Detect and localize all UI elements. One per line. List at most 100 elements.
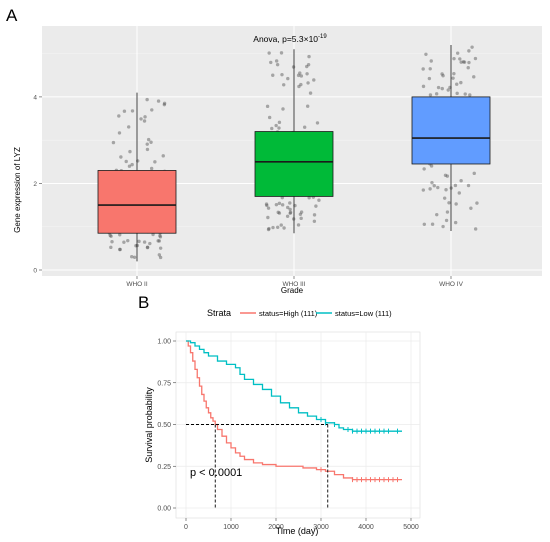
panel-a-data-point [280, 72, 284, 77]
panel-b-y-ticks: 0.00 0.25 0.50 0.75 1.00 [157, 339, 176, 513]
panel-a-data-point [452, 56, 456, 61]
panel-a-data-point [454, 202, 458, 206]
panel-a-data-point [157, 253, 162, 257]
panel-b-x-tick-label: 4000 [358, 524, 374, 531]
panel-a-data-point [314, 204, 318, 208]
panel-a-data-point [277, 211, 282, 215]
panel-a-y-tick-label: 2 [33, 181, 37, 188]
panel-b-x-tick-label: 0 [184, 524, 188, 531]
panel-b-x-tick-label: 2000 [268, 524, 284, 531]
panel-a-data-point [286, 205, 290, 210]
panel-a-data-point [305, 104, 310, 108]
panel-a-data-point [275, 225, 280, 229]
panel-a-data-point [440, 86, 444, 91]
panel-b-legend: Strata status=High (111) status=Low (111… [207, 308, 392, 318]
panel-a-data-point [467, 49, 471, 53]
panel-a-data-point [288, 201, 292, 205]
panel-a-data-point [130, 254, 134, 259]
panel-b-y-tick-label: 0.25 [157, 464, 171, 471]
panel-a-data-point [457, 191, 461, 195]
panel-b-x-tick-label: 3000 [313, 524, 329, 531]
panel-a-data-point [274, 123, 278, 128]
panel-a-data-point [145, 97, 149, 102]
panel-a-data-point [282, 83, 286, 87]
panel-a-data-point [461, 60, 466, 64]
panel-a-data-point [145, 142, 149, 146]
panel-b-y-tick-label: 0.50 [157, 422, 171, 429]
panel-a-data-point [281, 107, 285, 111]
panel-a-data-point [132, 255, 137, 259]
panel-b-legend-low-label: status=Low (111) [335, 309, 392, 318]
panel-a-data-point [162, 102, 167, 107]
panel-b-y-tick-label: 0.75 [157, 380, 171, 387]
panel-a-data-point [441, 224, 445, 229]
panel-a-data-point [299, 216, 303, 221]
panel-a-data-point [302, 125, 307, 129]
panel-a-data-point [110, 240, 114, 244]
panel-a-x-tick-label: WHO IV [439, 281, 463, 288]
panel-a-data-point [130, 162, 134, 167]
panel-a-data-point [452, 71, 456, 76]
panel-a-data-point [440, 72, 444, 76]
panel-a-data-point [285, 214, 290, 219]
panel-a-y-tick-label: 4 [33, 94, 37, 101]
panel-a-data-point [136, 159, 140, 163]
panel-a-data-point [443, 173, 448, 178]
panel-a-data-point [269, 60, 273, 65]
panel-a-data-point [428, 67, 432, 71]
panel-a-data-point [424, 52, 428, 57]
panel-a-data-point [149, 166, 154, 171]
panel-a-data-point [265, 203, 269, 208]
panel-a-data-point [279, 223, 283, 227]
panel-a-data-point [162, 101, 167, 106]
panel-a-data-point [288, 207, 292, 212]
panel-a-data-point [307, 196, 311, 200]
panel-a-data-point [455, 91, 459, 96]
panel-a-data-point [462, 60, 467, 64]
panel-a-y-tick-label: 0 [33, 268, 37, 275]
panel-a-data-point [305, 72, 309, 76]
panel-a-title-exponent: -19 [318, 34, 327, 40]
panel-a-data-point [158, 246, 163, 250]
panel-a-data-point [299, 74, 304, 78]
panel-a-data-point [459, 60, 463, 64]
panel-label-b: B [138, 293, 149, 312]
panel-a-data-point [151, 232, 155, 237]
panel-a-data-point [137, 239, 141, 244]
panel-a-data-point [427, 76, 432, 81]
panel-a-data-point [446, 88, 450, 92]
panel-a-data-point [472, 75, 476, 79]
panel-a-data-point [475, 201, 479, 205]
panel-a-title-main: Anova, p=5.3×10 [253, 34, 318, 44]
panel-a-data-point [307, 54, 311, 59]
panel-a-data-point [109, 234, 113, 238]
panel-b-survival-curves [186, 340, 402, 483]
panel-label-a: A [6, 6, 18, 25]
panel-b-x-axis-title: Time (day) [276, 526, 319, 536]
panel-a-data-point [158, 235, 163, 239]
panel-a-data-point [451, 76, 455, 80]
panel-a-data-point [128, 149, 132, 154]
panel-a-data-point [453, 183, 458, 188]
panel-a-data-point [161, 154, 165, 158]
panel-a-data-point [126, 125, 131, 129]
panel-a-data-point [124, 159, 128, 164]
panel-a-data-point [434, 92, 439, 96]
panel-a-box [411, 96, 491, 165]
panel-a-data-point [291, 65, 296, 69]
panel-a-data-point [421, 84, 426, 89]
panel-a-data-point [275, 62, 280, 67]
panel-b-x-tick-label: 1000 [223, 524, 239, 531]
panel-a-data-point [108, 233, 112, 238]
panel-b-plot-background [175, 331, 421, 519]
panel-b-curve-high [186, 340, 402, 481]
panel-a-data-point [109, 245, 113, 250]
panel-a-data-point [267, 115, 272, 120]
panel-b-y-axis-title: Survival probability [144, 387, 154, 463]
panel-a-data-point [266, 215, 270, 220]
panel-a-data-point [148, 241, 152, 246]
panel-a-data-point [296, 73, 301, 78]
panel-a-data-point [142, 240, 147, 244]
panel-a-data-point [142, 119, 147, 123]
panel-a-data-point [306, 81, 310, 85]
